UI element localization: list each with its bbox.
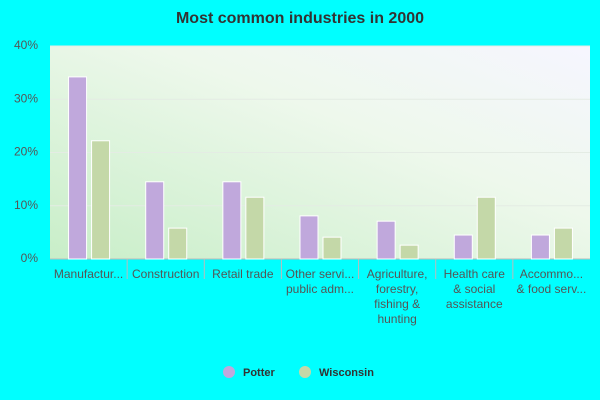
- x-tick-label: Health care: [444, 267, 506, 281]
- bar: [376, 220, 396, 260]
- bar: [222, 181, 242, 260]
- bar: [145, 181, 165, 260]
- x-tick-label: forestry,: [376, 282, 418, 296]
- bar: [476, 196, 496, 260]
- y-tick-label: 10%: [14, 198, 38, 212]
- x-tick-label: assistance: [446, 297, 503, 311]
- x-tick-label: Retail trade: [212, 267, 274, 281]
- bar: [68, 76, 88, 260]
- x-tick-label: public adm...: [286, 282, 354, 296]
- bar: [91, 140, 111, 260]
- x-tick-label: & social: [453, 282, 495, 296]
- legend-swatch: [223, 366, 235, 378]
- bar: [322, 236, 342, 260]
- x-tick-label: hunting: [377, 312, 416, 326]
- x-tick-label: Other servi...: [286, 267, 355, 281]
- x-tick-label: Construction: [132, 267, 199, 281]
- x-tick-label: & food serv...: [517, 282, 587, 296]
- bar: [245, 196, 265, 260]
- x-tick-label: Accommo...: [520, 267, 583, 281]
- legend-swatch: [299, 366, 311, 378]
- bar: [453, 234, 473, 260]
- bar: [399, 244, 419, 260]
- y-tick-label: 20%: [14, 145, 38, 159]
- x-tick-label: fishing &: [374, 297, 420, 311]
- legend-label: Wisconsin: [319, 367, 374, 379]
- bar: [553, 227, 573, 260]
- chart-title: Most common industries in 2000: [176, 10, 424, 27]
- y-tick-label: 40%: [14, 38, 38, 52]
- bar: [530, 234, 550, 260]
- y-tick-label: 30%: [14, 91, 38, 105]
- bar: [168, 227, 188, 260]
- x-tick-label: Agriculture,: [367, 267, 428, 281]
- bar: [299, 215, 319, 260]
- x-tick-label: Manufactur...: [54, 267, 123, 281]
- legend-label: Potter: [243, 367, 276, 379]
- y-tick-label: 0%: [21, 251, 39, 265]
